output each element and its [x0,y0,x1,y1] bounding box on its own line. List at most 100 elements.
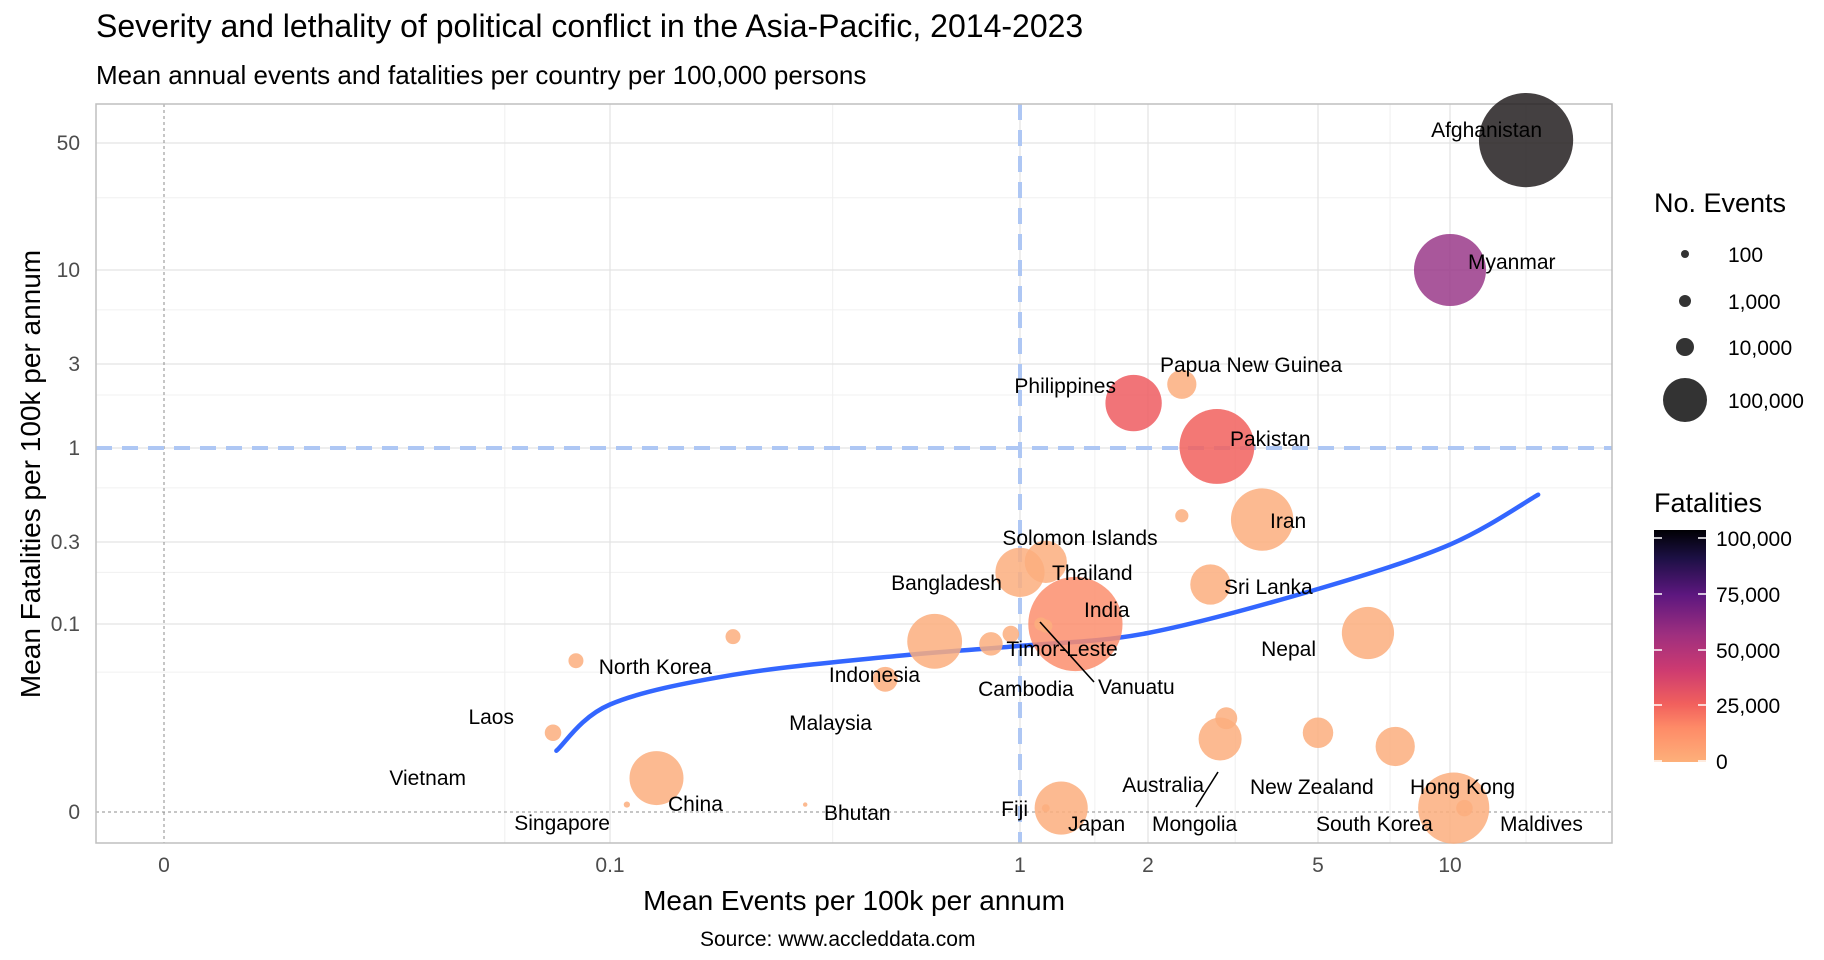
country-label: China [668,793,723,816]
country-label: Myanmar [1468,251,1556,274]
point-bhutan [802,802,808,807]
point-north-korea [725,629,741,645]
size-legend-swatch [1676,338,1694,356]
country-label: Maldives [1500,813,1583,836]
point-pakistan [1179,409,1255,484]
color-legend-label: 75,000 [1716,584,1780,607]
point-papua-new-guinea [1167,369,1197,399]
color-legend-label: 50,000 [1716,640,1780,663]
country-label: Papua New Guinea [1160,354,1342,377]
country-label: Bangladesh [891,572,1002,595]
country-label: Hong Kong [1410,776,1515,799]
country-label: Vietnam [389,767,466,790]
y-tick-label: 50 [57,132,80,155]
point-malaysia [872,666,898,692]
point-vietnam [544,724,562,741]
x-axis-title: Mean Events per 100k per annum [643,885,1065,916]
country-label: Bhutan [824,802,891,825]
leader-line [1195,771,1219,808]
y-axis-title: Mean Fatalities per 100k per annum [15,250,46,698]
country-label: Solomon Islands [1002,527,1157,550]
y-tick-label: 1 [68,437,80,460]
point-afghanistan [1478,92,1574,188]
point-hong-kong [1375,726,1415,767]
legend-area: No. Events 100 1,000 10,000 100,000 Fatalitie… [1654,188,1804,774]
point-vanuatu [1039,619,1053,633]
country-label: North Korea [599,656,713,679]
country-label: Singapore [514,812,610,835]
x-tick-label: 1 [1014,854,1026,877]
panel-border [95,103,1613,844]
point-unlabeled [1175,509,1189,523]
size-legend-title: No. Events [1654,188,1786,218]
country-label: Sri Lanka [1224,576,1313,599]
size-legend-label: 100 [1728,244,1763,267]
country-label: South Korea [1316,813,1433,836]
size-legend-swatch [1663,378,1707,422]
country-label: Laos [468,706,514,729]
point-philippines [1105,374,1162,432]
point-laos [568,653,584,669]
point-cambodia [979,632,1003,656]
color-legend-bar [1654,530,1706,762]
point-maldives [1456,799,1473,817]
point-new-zealand [1302,717,1334,748]
country-label: Indonesia [829,664,920,687]
country-label: Philippines [1014,375,1116,398]
country-label: Nepal [1261,638,1316,661]
y-tick-label: 10 [57,259,80,282]
point-nepal [1341,606,1395,660]
chart-caption: Source: www.accleddata.com [700,928,976,951]
y-tick-label: 0 [68,801,80,824]
country-label: Japan [1068,813,1125,836]
point-china [629,751,684,806]
point-iran [1230,488,1294,551]
point-solomon-islands [1024,540,1067,583]
country-label: Mongolia [1152,813,1238,836]
point-sri-lanka [1190,564,1231,605]
size-legend-swatch [1681,250,1689,258]
y-tick-label: 3 [68,353,80,376]
x-tick-label: 0.1 [595,854,624,877]
point-mongolia [1215,707,1238,730]
color-legend-title: Fatalities [1654,488,1762,518]
country-label: Cambodia [978,678,1074,701]
country-label: Afghanistan [1431,119,1542,142]
country-label: Pakistan [1230,428,1311,451]
country-label: Fiji [1001,798,1028,821]
plot-area: 0 0.1 1 2 5 10 0 0.1 0.3 1 3 10 50 Afghanistan Myanmar… [15,92,1613,916]
y-tick-label: 0.1 [51,613,80,636]
point-indonesia [907,613,963,669]
size-legend-label: 100,000 [1728,390,1804,413]
point-singapore [623,801,630,808]
country-label: Australia [1122,774,1204,797]
x-tick-label: 0 [158,854,170,877]
country-label: New Zealand [1250,776,1374,799]
x-tick-label: 5 [1312,854,1324,877]
country-label: Vanuatu [1098,676,1175,699]
panel-background [96,104,1612,843]
point-south-korea [1418,772,1490,844]
x-tick-label: 2 [1142,854,1154,877]
point-fiji [1041,804,1050,813]
y-tick-label: 0.3 [51,531,80,554]
size-legend-label: 10,000 [1728,337,1792,360]
x-tick-label: 10 [1438,854,1461,877]
size-legend-label: 1,000 [1728,291,1781,314]
point-myanmar [1413,233,1487,307]
point-india [1028,576,1123,672]
country-label: Iran [1270,510,1306,533]
point-timor-leste [1002,625,1020,643]
chart-title: Severity and lethality of political conf… [96,8,1084,44]
trend-line [554,492,1541,753]
chart-subtitle: Mean annual events and fatalities per co… [96,60,867,90]
color-legend-label: 100,000 [1716,528,1792,551]
country-label: Timor-Leste [1006,638,1117,661]
country-label: Thailand [1052,562,1133,585]
color-legend-label: 25,000 [1716,695,1780,718]
point-japan [1034,781,1088,835]
country-label: India [1084,599,1130,622]
leader-line [1039,621,1095,683]
color-legend-label: 0 [1716,751,1728,774]
